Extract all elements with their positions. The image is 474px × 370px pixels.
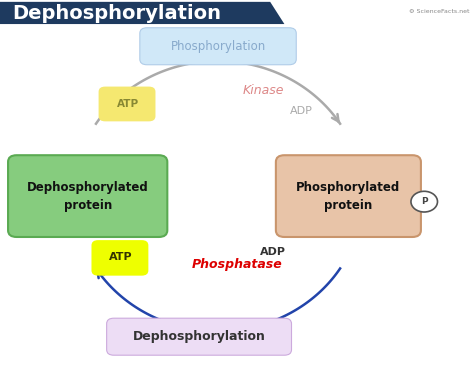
Text: ATP: ATP xyxy=(109,252,133,262)
FancyBboxPatch shape xyxy=(8,155,167,237)
FancyBboxPatch shape xyxy=(99,87,155,121)
Text: Dephosphorylation: Dephosphorylation xyxy=(12,4,221,23)
Polygon shape xyxy=(0,2,284,24)
Text: ADP: ADP xyxy=(290,106,312,116)
Text: ADP: ADP xyxy=(260,247,285,258)
FancyBboxPatch shape xyxy=(107,318,292,355)
FancyBboxPatch shape xyxy=(276,155,421,237)
Text: ATP: ATP xyxy=(117,98,139,109)
FancyBboxPatch shape xyxy=(91,240,148,276)
Text: Kinase: Kinase xyxy=(242,84,284,97)
Text: Dephosphorylated
protein: Dephosphorylated protein xyxy=(27,181,148,212)
Text: Phosphorylated
protein: Phosphorylated protein xyxy=(296,181,401,212)
Text: Phosphorylation: Phosphorylation xyxy=(171,40,265,53)
Text: ⚙ ScienceFacts.net: ⚙ ScienceFacts.net xyxy=(409,9,469,14)
Text: Phosphatase: Phosphatase xyxy=(191,258,283,271)
Text: Dephosphorylation: Dephosphorylation xyxy=(133,330,265,343)
Text: P: P xyxy=(421,197,428,206)
Circle shape xyxy=(411,191,438,212)
FancyBboxPatch shape xyxy=(140,28,296,65)
